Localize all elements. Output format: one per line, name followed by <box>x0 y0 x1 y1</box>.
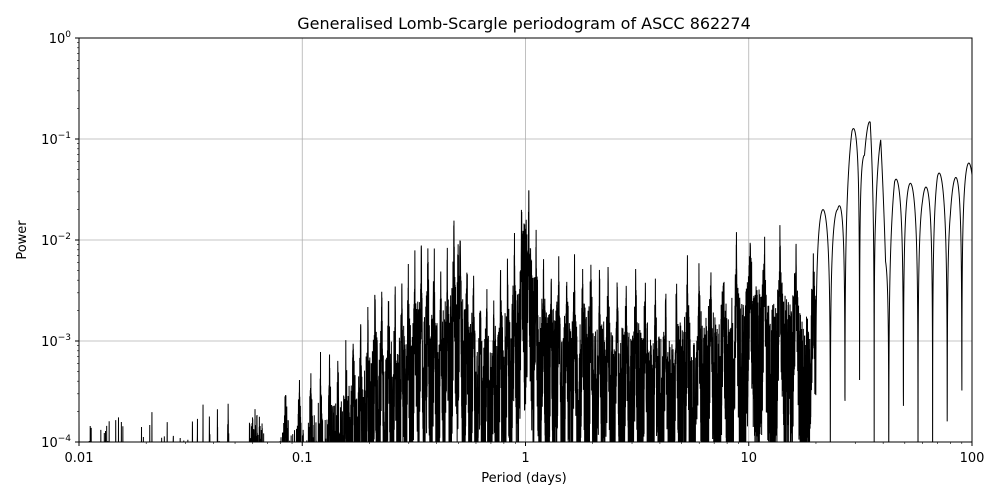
x-tick-label: 0.1 <box>292 451 313 466</box>
chart-title: Generalised Lomb-Scargle periodogram of … <box>297 14 751 33</box>
x-tick-label: 10 <box>740 451 757 466</box>
y-tick-label: 10−2 <box>41 232 71 249</box>
y-tick-label: 10−4 <box>41 434 71 451</box>
y-axis-label: Power <box>15 220 30 260</box>
y-axis-ticks: 10−4 10−3 10−2 10−1 100 <box>41 30 79 451</box>
x-tick-label: 0.01 <box>65 451 94 466</box>
x-axis-label: Period (days) <box>481 471 567 486</box>
y-tick-label: 100 <box>49 30 72 47</box>
x-tick-label: 100 <box>960 451 985 466</box>
periodogram-line <box>79 121 972 442</box>
y-tick-label: 10−1 <box>41 131 71 148</box>
y-tick-label: 10−3 <box>41 333 71 350</box>
x-axis-ticks: 0.01 0.1 1 10 100 <box>65 442 985 466</box>
x-tick-label: 1 <box>521 451 529 466</box>
